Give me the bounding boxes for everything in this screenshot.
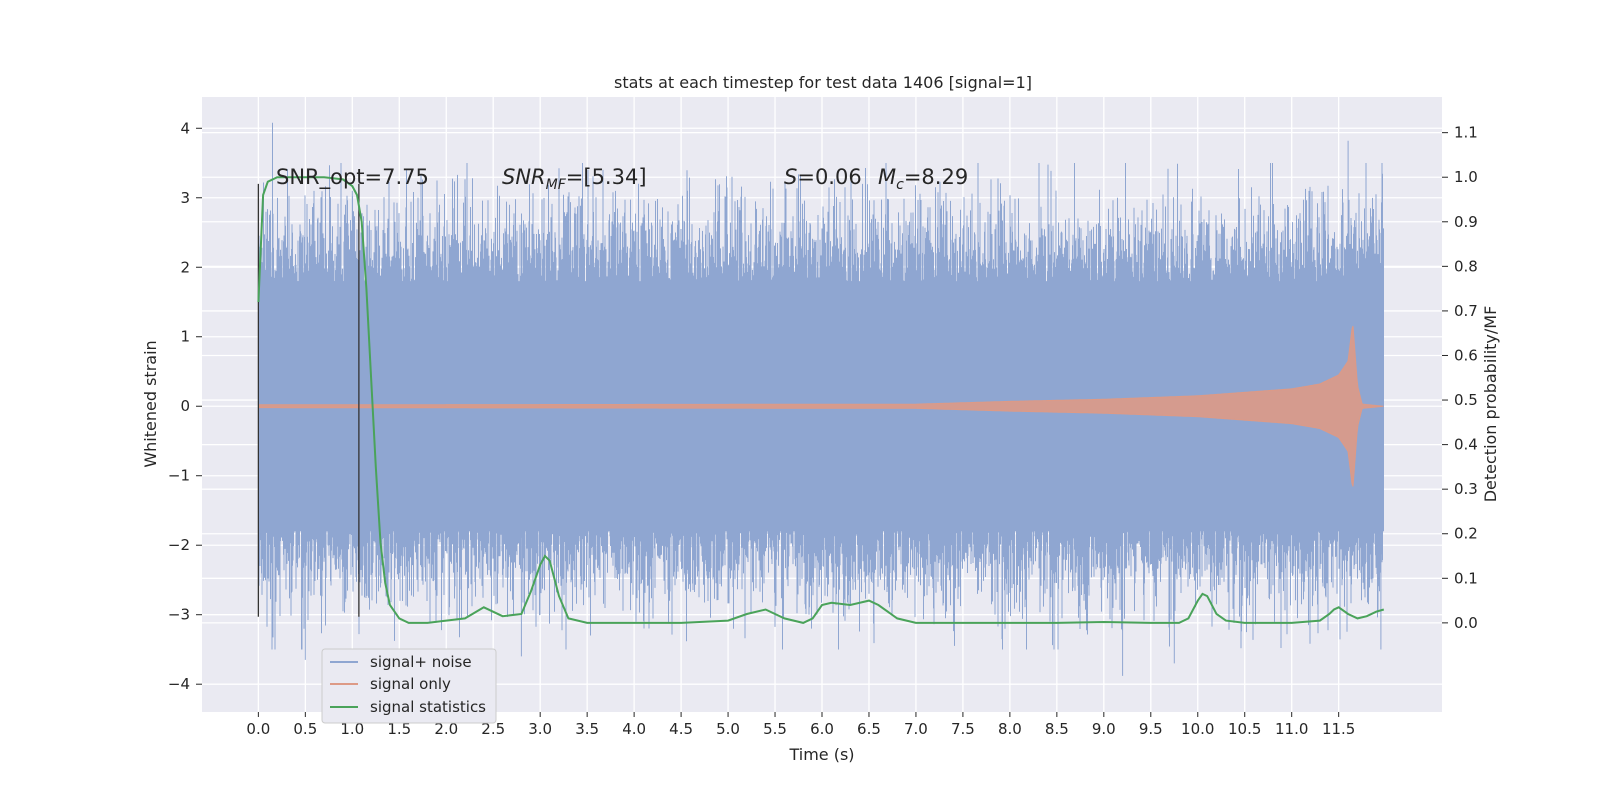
legend-label-signal-noise: signal+ noise	[370, 653, 472, 671]
s-annotation: S=0.06	[784, 165, 862, 189]
signal-envelope	[258, 325, 1384, 487]
x-tick-label-2: 1.0	[340, 720, 364, 738]
y-axis-ticks: −4 −3 −2 −1 0 1 2 3 4	[168, 119, 202, 693]
mc-main: M	[878, 165, 896, 189]
mc-sub: c	[896, 177, 904, 193]
y-tick-label-4: 0	[180, 397, 190, 415]
x-tick-label-13: 6.5	[857, 720, 881, 738]
y-tick-label-7: 3	[180, 189, 190, 207]
y-tick-label-0: −4	[168, 675, 190, 693]
signal-statistics-series	[257, 176, 1385, 624]
right-tick-label-11: 1.1	[1454, 124, 1478, 142]
legend: signal+ noise signal only signal statist…	[321, 648, 497, 724]
right-tick-label-1: 0.1	[1454, 569, 1478, 587]
right-axis-ticks: 0.0 0.1 0.2 0.3 0.4 0.5 0.6 0.7 0.8 0.9 1.0 1.1	[1442, 124, 1478, 632]
y-tick-label-5: 1	[180, 328, 190, 346]
right-axis-label: Detection probability/MF	[1481, 306, 1500, 503]
snr-opt-annotation: SNR_opt=7.75	[276, 165, 429, 190]
window-markers	[257, 183, 360, 617]
x-tick-label-10: 5.0	[716, 720, 740, 738]
x-tick-label-23: 11.5	[1322, 720, 1355, 738]
s-value: =0.06	[797, 165, 861, 189]
x-tick-label-8: 4.0	[622, 720, 646, 738]
x-tick-label-17: 8.5	[1045, 720, 1069, 738]
snr-mf-sub: MF	[546, 177, 567, 193]
x-axis-ticks: 0.0 0.5 1.0 1.5 2.0 2.5 3.0 3.5 4.0 4.5 5.0 5.5 6.0 6…	[246, 712, 1355, 738]
x-tick-label-11: 5.5	[763, 720, 787, 738]
y-axis-label: Whitened strain	[141, 340, 160, 467]
signal-only-series	[258, 325, 1384, 487]
x-tick-label-9: 4.5	[669, 720, 693, 738]
x-tick-label-18: 9.0	[1092, 720, 1116, 738]
x-tick-label-20: 10.0	[1181, 720, 1214, 738]
legend-label-signal-statistics: signal statistics	[370, 698, 486, 716]
snr-mf-annotation: SNRMF=[5.34]	[502, 165, 647, 193]
x-axis-label: Time (s)	[788, 745, 854, 764]
right-tick-label-8: 0.8	[1454, 257, 1478, 275]
right-tick-label-4: 0.4	[1454, 436, 1478, 454]
x-tick-label-1: 0.5	[293, 720, 317, 738]
mc-value: =8.29	[904, 165, 968, 189]
mc-annotation: Mc=8.29	[878, 165, 968, 193]
x-tick-label-0: 0.0	[246, 720, 270, 738]
right-tick-label-9: 0.9	[1454, 213, 1478, 231]
x-tick-label-7: 3.5	[575, 720, 599, 738]
y-tick-label-6: 2	[180, 258, 190, 276]
y-tick-label-3: −1	[168, 467, 190, 485]
right-tick-label-10: 1.0	[1454, 168, 1478, 186]
right-tick-label-6: 0.6	[1454, 346, 1478, 364]
legend-label-signal-only: signal only	[370, 675, 451, 693]
y-tick-label-1: −3	[168, 606, 190, 624]
x-tick-label-21: 10.5	[1228, 720, 1261, 738]
x-tick-label-16: 8.0	[998, 720, 1022, 738]
y-tick-label-2: −2	[168, 536, 190, 554]
right-tick-label-3: 0.3	[1454, 480, 1478, 498]
x-tick-label-19: 9.5	[1139, 720, 1163, 738]
s-main: S	[784, 165, 797, 189]
right-tick-label-7: 0.7	[1454, 302, 1478, 320]
x-tick-label-22: 11.0	[1275, 720, 1308, 738]
x-tick-label-14: 7.0	[904, 720, 928, 738]
y-tick-label-8: 4	[180, 119, 190, 137]
legend-box	[321, 648, 497, 724]
right-tick-label-0: 0.0	[1454, 614, 1478, 632]
x-tick-label-5: 2.5	[481, 720, 505, 738]
right-tick-label-2: 0.2	[1454, 525, 1478, 543]
right-tick-label-5: 0.5	[1454, 391, 1478, 409]
x-tick-label-15: 7.5	[951, 720, 975, 738]
x-tick-label-3: 1.5	[387, 720, 411, 738]
snr-mf-value: =[5.34]	[566, 165, 647, 189]
chart-title: stats at each timestep for test data 140…	[614, 73, 1032, 92]
snr-mf-main: SNR	[502, 165, 546, 189]
statistics-line	[257, 176, 1385, 624]
x-tick-label-12: 6.0	[810, 720, 834, 738]
x-tick-label-6: 3.0	[528, 720, 552, 738]
x-tick-label-4: 2.0	[434, 720, 458, 738]
